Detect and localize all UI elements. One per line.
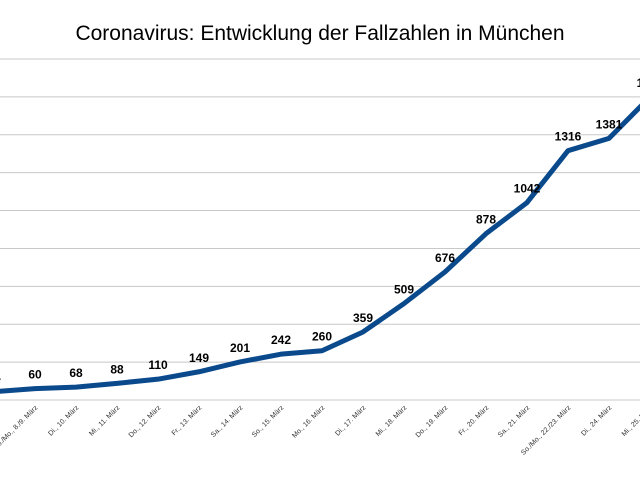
- x-tick-label: Di., 24. März: [580, 404, 613, 437]
- chart-title: Coronavirus: Entwicklung der Fallzahlen …: [75, 22, 564, 45]
- x-tick-label: So./Mo., 8./9. März: [0, 404, 40, 451]
- data-labels: 44 60 68 88 110 149 201 242 260 359 509 676 878 1042 1…: [0, 76, 640, 385]
- data-label: 676: [435, 251, 455, 265]
- x-tick-label: Do., 12. März: [128, 404, 163, 439]
- x-tick-label: So., 15. März: [251, 404, 286, 439]
- data-label: 60: [28, 368, 42, 382]
- series-line: [0, 103, 640, 394]
- gridlines: [0, 58, 640, 401]
- x-tick-label: Do., 19. März: [415, 404, 450, 439]
- data-label: 509: [394, 283, 414, 297]
- data-label: 260: [312, 330, 332, 344]
- x-tick-label: Sa., 14. März: [210, 404, 245, 439]
- data-label: 88: [110, 362, 124, 376]
- x-tick-label: Sa., 21. März: [497, 404, 532, 439]
- data-label: 242: [271, 333, 291, 347]
- data-label: 1600: [637, 76, 640, 90]
- data-label: 1316: [555, 130, 582, 144]
- x-tick-label: Di., 10. März: [47, 404, 80, 437]
- data-label: 1042: [514, 182, 541, 196]
- data-label: 68: [69, 366, 83, 380]
- x-tick-label: Di., 17. März: [334, 404, 367, 437]
- data-label: 44: [0, 371, 1, 385]
- data-label: 878: [476, 213, 496, 227]
- data-label: 359: [353, 311, 373, 325]
- x-tick-label: Fr., 20. März: [458, 404, 491, 437]
- x-tick-label: Mi., 11. März: [88, 404, 122, 438]
- data-label: 149: [189, 351, 209, 365]
- data-label: 201: [230, 341, 250, 355]
- x-tick-label: Fr., 13. März: [171, 404, 204, 437]
- series-line-group: [0, 103, 640, 394]
- x-tick-label: Mo., 16. März: [291, 404, 327, 440]
- x-tick-label: Mi., 25. März: [621, 404, 640, 438]
- x-tick-label: Mi., 18. März: [375, 404, 409, 438]
- data-label: 1381: [596, 117, 623, 131]
- data-label: 110: [148, 358, 168, 372]
